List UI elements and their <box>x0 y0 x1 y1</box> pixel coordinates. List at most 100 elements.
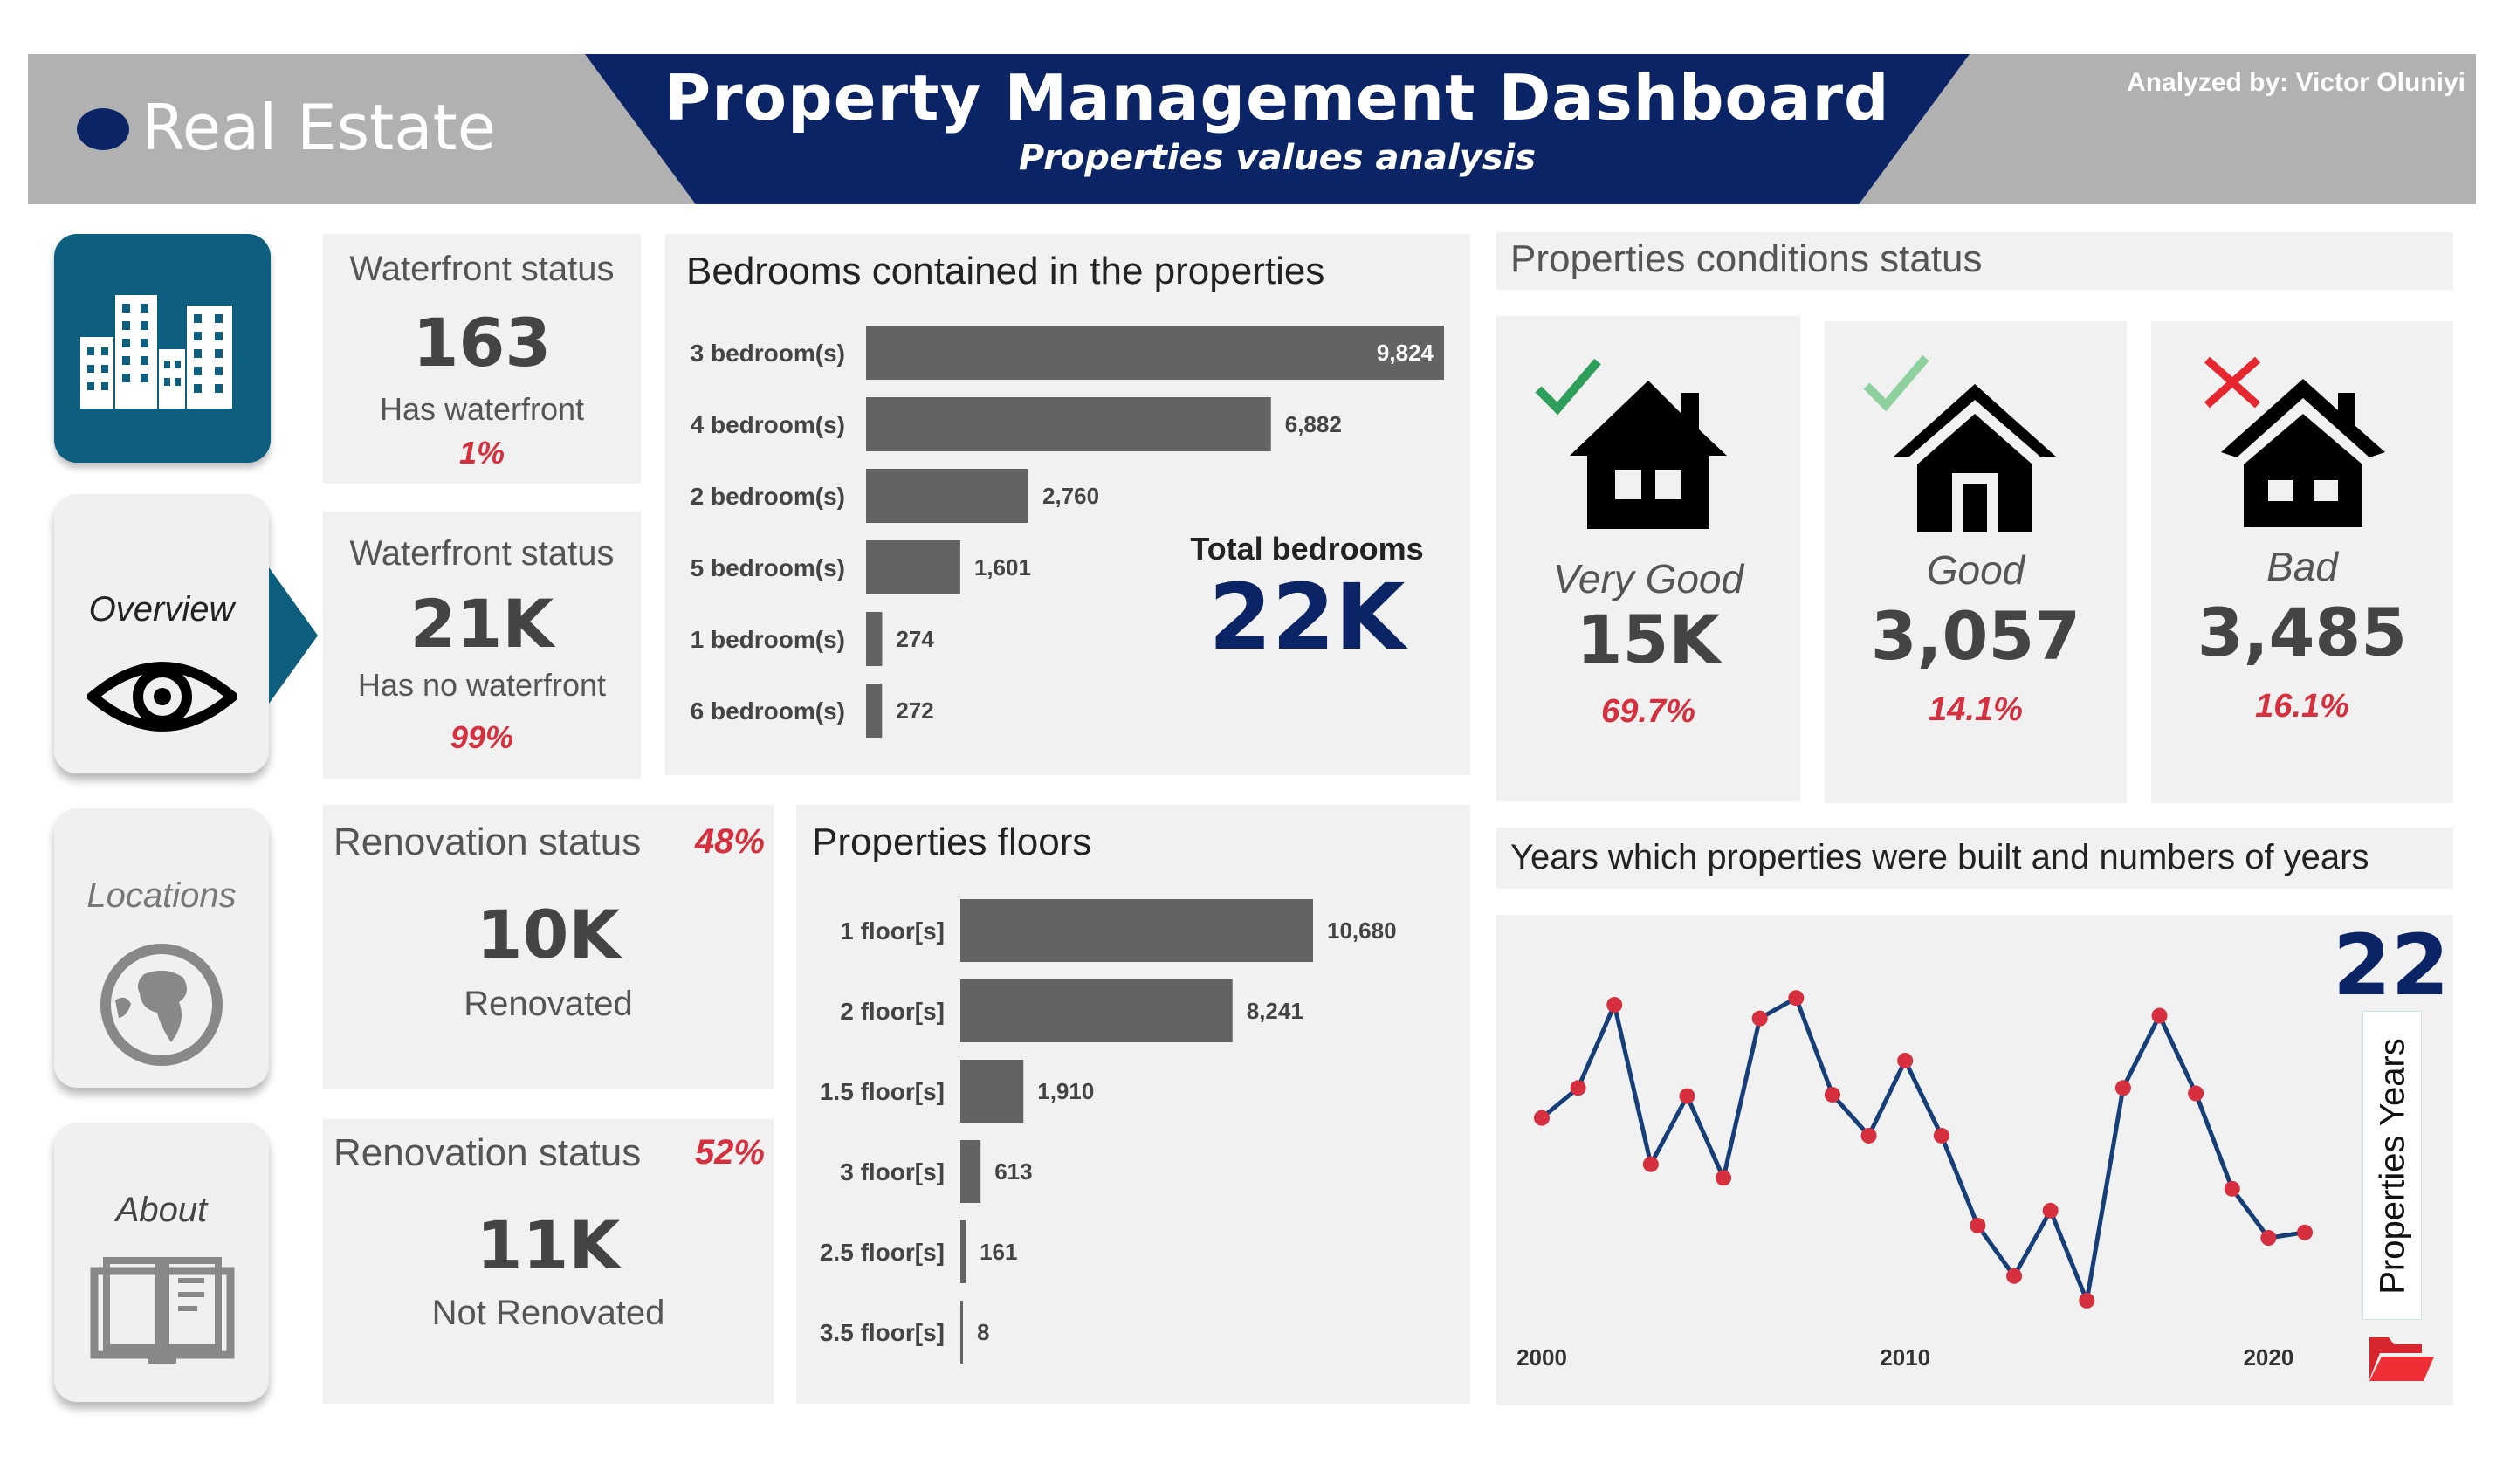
condition-value: 3,057 <box>1870 597 2081 675</box>
kpi-label: Renovated <box>464 985 633 1023</box>
bar <box>960 1220 966 1283</box>
data-point <box>1970 1218 1986 1234</box>
nav-locations[interactable]: Locations <box>54 808 269 1088</box>
data-point <box>2188 1085 2204 1102</box>
bar <box>960 1060 1024 1123</box>
folder-icon[interactable] <box>2366 1329 2436 1384</box>
total-bedrooms-label: Total bedrooms <box>1190 531 1424 567</box>
bedrooms-chart-card: Bedrooms contained in the properties 3 b… <box>665 234 1470 775</box>
data-point <box>2260 1230 2277 1247</box>
category-label: 2 bedroom(s) <box>691 483 845 510</box>
value-label: 272 <box>896 697 933 724</box>
floors-chart-title: Properties floors <box>812 821 1092 863</box>
years-count-label: Properties Years <box>2373 1038 2412 1295</box>
years-title-bar: Years which properties were built and nu… <box>1496 828 2453 889</box>
kpi-title: Renovation status <box>334 1131 642 1174</box>
data-point <box>1570 1080 1586 1096</box>
data-point <box>2006 1268 2023 1284</box>
bar <box>866 469 1028 523</box>
value-label: 9,824 <box>1377 340 1434 366</box>
conditions-title: Properties conditions status <box>1510 237 1983 280</box>
page-subtitle: Properties values analysis <box>1018 138 1537 178</box>
category-label: 1.5 floor[s] <box>820 1078 945 1105</box>
nav-about[interactable]: About <box>54 1123 269 1402</box>
condition-value: 3,485 <box>2197 594 2408 671</box>
bedrooms-bar-chart: 3 bedroom(s) 9,824 4 bedroom(s) 6,882 2 bedr… <box>691 326 1444 738</box>
title-banner: Property Management Dashboard Properties… <box>585 54 1970 204</box>
category-label: 3 floor[s] <box>840 1158 945 1185</box>
category-label: 3.5 floor[s] <box>820 1319 945 1346</box>
kpi-title: Renovation status <box>334 821 642 863</box>
kpi-title: Waterfront status <box>349 250 615 288</box>
kpi-percent: 1% <box>458 435 505 471</box>
condition-label: Very Good <box>1552 556 1744 601</box>
analyst-credit: Analyzed by: Victor Oluniyi <box>2127 68 2465 97</box>
data-point <box>1534 1110 1550 1126</box>
data-point <box>2151 1007 2168 1024</box>
not-renovated-card: Renovation status 52% 11K Not Renovated <box>323 1119 774 1404</box>
page-title: Property Management Dashboard <box>664 61 1890 134</box>
kpi-value: 10K <box>476 896 621 973</box>
category-label: 4 bedroom(s) <box>691 411 845 438</box>
data-point <box>2224 1180 2240 1197</box>
value-label: 6,882 <box>1285 411 1342 437</box>
category-label: 3 bedroom(s) <box>691 340 845 367</box>
nav-overview-label: Overview <box>88 590 235 629</box>
data-point <box>1679 1088 1695 1104</box>
data-point <box>2042 1202 2059 1219</box>
value-label: 1,601 <box>974 554 1031 581</box>
kpi-value: 163 <box>412 304 552 381</box>
check-icon <box>1863 354 1929 412</box>
nav-locations-label: Locations <box>86 876 237 915</box>
kpi-percent: 52% <box>694 1133 765 1171</box>
brand-logo-icon <box>77 108 129 150</box>
data-point <box>2297 1224 2313 1240</box>
category-label: 2 floor[s] <box>840 998 945 1025</box>
years-chart-card: 2000 2010 2020 22 Properties Years <box>1496 915 2453 1405</box>
years-chart-title: Years which properties were built and nu… <box>1510 838 2369 876</box>
data-point <box>1897 1053 1914 1069</box>
book-icon <box>90 1257 235 1364</box>
value-label: 8 <box>977 1319 989 1345</box>
kpi-value: 11K <box>476 1206 621 1284</box>
bar <box>866 540 960 594</box>
kpi-label: Has waterfront <box>379 391 585 427</box>
category-label: 2.5 floor[s] <box>820 1239 945 1266</box>
bar <box>960 899 1313 962</box>
condition-percent: 14.1% <box>1929 691 2023 728</box>
globe-icon <box>100 944 223 1066</box>
conditions-title-bar: Properties conditions status <box>1496 232 2453 290</box>
x-tick-label: 2020 <box>2243 1344 2293 1371</box>
category-label: 5 bedroom(s) <box>691 554 845 581</box>
years-count-value: 22 <box>2333 917 2450 1014</box>
nav-overview[interactable]: Overview <box>54 494 269 773</box>
active-nav-pointer <box>269 567 318 704</box>
data-point <box>1606 997 1623 1013</box>
value-label: 613 <box>994 1158 1032 1185</box>
home-tile[interactable] <box>54 234 271 463</box>
data-point <box>1642 1156 1659 1172</box>
waterfront-no-card: Waterfront status 21K Has no waterfront … <box>323 512 641 779</box>
kpi-label: Has no waterfront <box>357 667 607 703</box>
data-point <box>1860 1127 1877 1144</box>
house-icon <box>1893 384 2057 532</box>
bar <box>866 684 883 738</box>
value-label: 161 <box>980 1239 1017 1265</box>
years-line-chart: 2000 2010 2020 <box>1516 990 2313 1371</box>
header-bar: Real Estate Property Management Dashboar… <box>28 54 2476 204</box>
condition-label: Good <box>1926 547 2025 593</box>
brand-name: Real Estate <box>141 91 496 164</box>
value-label: 274 <box>896 626 934 652</box>
category-label: 1 floor[s] <box>840 917 945 945</box>
category-label: 6 bedroom(s) <box>691 697 845 725</box>
eye-icon <box>87 662 237 732</box>
data-point <box>2114 1080 2131 1096</box>
condition-percent: 16.1% <box>2255 688 2349 725</box>
check-icon <box>1535 358 1601 416</box>
value-label: 2,760 <box>1042 483 1099 509</box>
kpi-title: Waterfront status <box>349 534 615 573</box>
value-label: 1,910 <box>1037 1078 1094 1104</box>
data-point <box>1824 1087 1840 1103</box>
bedrooms-chart-title: Bedrooms contained in the properties <box>686 250 1325 292</box>
kpi-percent: 99% <box>450 719 514 755</box>
